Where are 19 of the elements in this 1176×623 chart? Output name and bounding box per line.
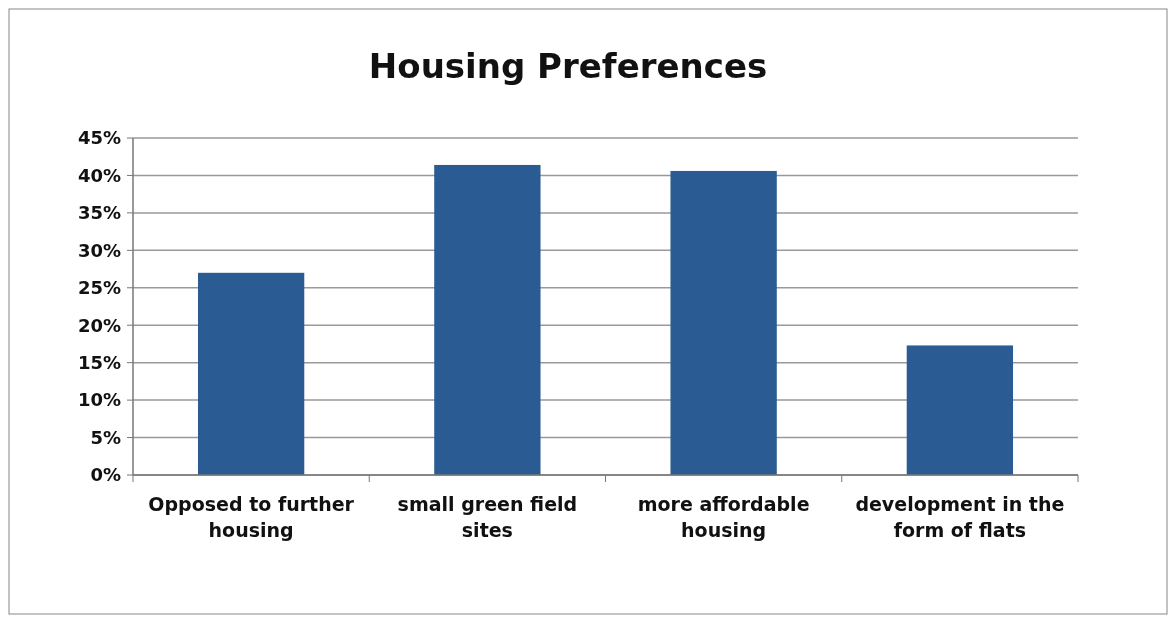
y-tick-label: 25% (77, 277, 121, 299)
x-tick-label: Opposed to further housing (148, 493, 355, 541)
y-tick-label: 0% (90, 464, 121, 486)
x-tick-label: development in the form of flats (855, 493, 1065, 541)
y-tick-label: 10% (77, 389, 121, 411)
y-tick-label: 5% (90, 426, 121, 448)
y-tick-label: 35% (77, 202, 121, 224)
y-tick-label: 15% (77, 351, 121, 373)
y-tick-label: 30% (77, 239, 121, 261)
bar (197, 272, 305, 475)
y-tick-label: 40% (77, 164, 121, 186)
bar (434, 164, 541, 475)
y-tick-label: 45% (77, 127, 121, 149)
x-tick-label: small green field sites (397, 493, 578, 541)
bar (670, 170, 777, 475)
x-tick-label: more affordable housing (637, 493, 810, 541)
y-tick-label: 20% (77, 314, 121, 336)
chart-title: Housing Preferences (368, 46, 768, 86)
bar (906, 345, 1014, 475)
